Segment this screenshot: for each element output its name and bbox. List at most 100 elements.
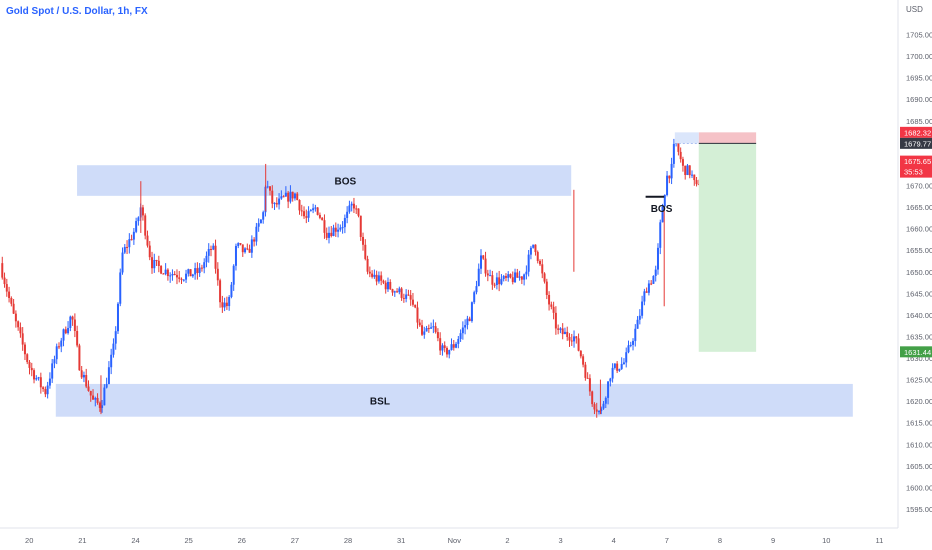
candle-body xyxy=(482,255,485,259)
candle-body xyxy=(205,255,208,263)
price-tick-label: 1670.00 xyxy=(906,181,932,190)
candle-body xyxy=(452,344,455,348)
candle-body xyxy=(498,277,501,285)
candle-body xyxy=(17,321,20,328)
candle-body xyxy=(416,307,419,323)
candle-body xyxy=(514,272,517,283)
candle-body xyxy=(536,252,539,261)
candle-body xyxy=(330,232,333,236)
candle-body xyxy=(441,345,444,351)
candle-body xyxy=(275,202,278,205)
candle-body xyxy=(611,367,614,379)
candle-body xyxy=(89,390,92,396)
candle-body xyxy=(443,345,446,348)
candle-body xyxy=(609,378,612,382)
candle-body xyxy=(210,248,213,250)
candle-body xyxy=(216,268,219,281)
candle-body xyxy=(613,363,616,368)
price-tick-label: 1645.00 xyxy=(906,289,932,298)
candle-body xyxy=(402,297,405,299)
candle-body xyxy=(377,275,380,282)
candle-body xyxy=(314,207,317,209)
price-tick-label: 1620.00 xyxy=(906,397,932,406)
candle-body xyxy=(357,208,360,216)
candle-body xyxy=(39,377,42,388)
candle-body xyxy=(96,397,99,403)
candle-body xyxy=(595,409,598,412)
price-tick-label: 1665.00 xyxy=(906,203,932,212)
candle-body xyxy=(146,235,149,246)
candle-body xyxy=(225,302,228,307)
candle-body xyxy=(1,263,4,278)
candle-body xyxy=(228,296,231,307)
candle-body xyxy=(219,280,222,303)
candle-body xyxy=(332,227,335,236)
candle-body xyxy=(55,346,58,360)
candle-body xyxy=(579,350,582,357)
price-tick-label: 1640.00 xyxy=(906,311,932,320)
candle-body xyxy=(69,316,72,328)
candle-body xyxy=(185,273,188,280)
candle-body xyxy=(548,294,551,305)
candle-body xyxy=(545,281,548,295)
candle-body xyxy=(570,340,573,342)
candle-body xyxy=(461,327,464,334)
candle-body xyxy=(164,269,167,274)
candle-body xyxy=(3,277,6,285)
candle-body xyxy=(157,260,160,267)
candle-body xyxy=(563,331,566,335)
candle-body xyxy=(489,275,492,277)
candle-body xyxy=(414,304,417,308)
price-axis[interactable]: 1595.00 1600.00 1605.00 1610.00 1615.00 1620.… xyxy=(906,31,932,515)
candle-body xyxy=(509,274,512,278)
candles-layer xyxy=(1,138,718,418)
candle-body xyxy=(450,344,453,350)
time-tick-label: 11 xyxy=(876,536,884,545)
candle-body xyxy=(495,277,498,286)
candle-body xyxy=(241,244,244,253)
candle-body xyxy=(632,340,635,345)
candle-body xyxy=(334,227,337,232)
candle-body xyxy=(679,151,682,160)
position-layer xyxy=(674,132,757,352)
candle-body xyxy=(681,159,684,166)
time-tick-label: 25 xyxy=(184,536,192,545)
candle-body xyxy=(527,254,530,272)
candle-body xyxy=(434,326,437,333)
candle-body xyxy=(511,277,514,283)
time-tick-label: 27 xyxy=(291,536,299,545)
candle-body xyxy=(253,239,256,242)
time-tick-label: 8 xyxy=(718,536,722,545)
candle-body xyxy=(343,217,346,228)
candle-body xyxy=(289,191,292,202)
candle-body xyxy=(552,306,555,313)
candle-body xyxy=(169,275,172,277)
candle-body xyxy=(666,175,669,195)
candle-body xyxy=(638,315,641,320)
take-profit-zone xyxy=(698,143,757,352)
candle-body xyxy=(78,345,81,371)
candle-body xyxy=(523,274,526,280)
candle-body xyxy=(76,330,79,346)
candle-body xyxy=(396,291,399,293)
candle-body xyxy=(432,326,435,328)
candle-body xyxy=(321,217,324,221)
candle-body xyxy=(35,378,38,380)
candle-body xyxy=(693,174,696,181)
price-tick-label: 1705.00 xyxy=(906,31,932,40)
chart-title: Gold Spot / U.S. Dollar, 1h, FX xyxy=(6,6,148,17)
candle-body xyxy=(559,328,562,330)
time-axis[interactable]: 20 21 24 25 26 27 28 31 Nov 2 3 4 7 8 9 10 11 xyxy=(25,536,883,545)
candle-body xyxy=(695,180,698,185)
candle-body xyxy=(85,374,88,387)
candle-body xyxy=(629,344,632,346)
candle-body xyxy=(237,243,240,246)
candle-body xyxy=(382,280,385,283)
candle-body xyxy=(212,245,215,250)
candle-body xyxy=(5,284,8,292)
candle-body xyxy=(318,214,321,218)
candle-body xyxy=(584,364,587,378)
candle-body xyxy=(189,269,192,277)
price-tag-entry xyxy=(900,137,932,149)
